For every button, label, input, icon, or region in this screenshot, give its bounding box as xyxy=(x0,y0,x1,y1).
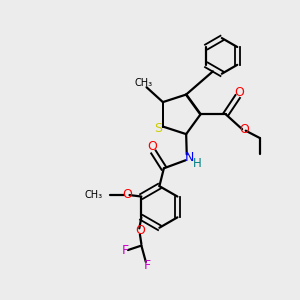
Text: O: O xyxy=(147,140,157,153)
Text: O: O xyxy=(234,85,244,98)
Text: CH₃: CH₃ xyxy=(134,78,153,88)
Text: O: O xyxy=(135,224,145,237)
Text: F: F xyxy=(144,259,151,272)
Text: S: S xyxy=(154,122,162,134)
Text: O: O xyxy=(240,123,250,136)
Text: N: N xyxy=(184,152,194,164)
Text: CH₃: CH₃ xyxy=(85,190,103,200)
Text: F: F xyxy=(122,244,129,256)
Text: O: O xyxy=(122,188,132,201)
Text: H: H xyxy=(193,157,202,170)
